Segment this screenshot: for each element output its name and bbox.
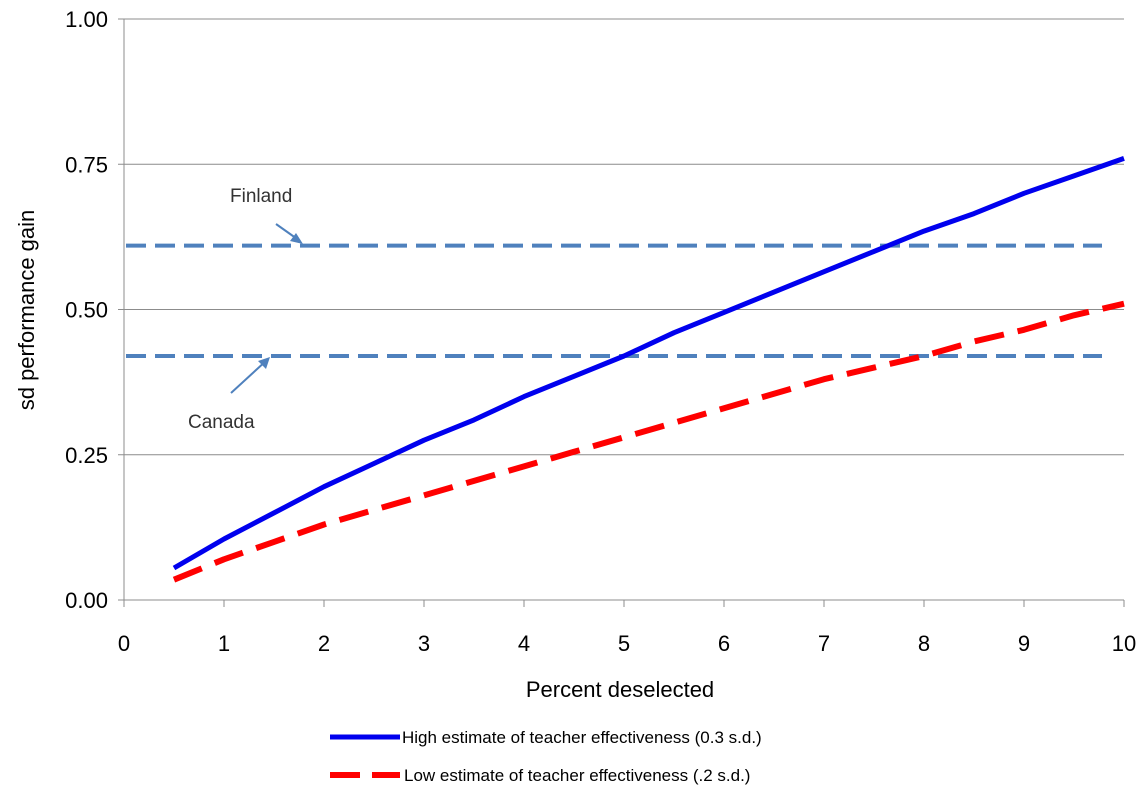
x-tick-label-3: 3 (418, 631, 430, 656)
finland-arrowhead-icon (290, 233, 303, 244)
x-tick-label-1: 1 (218, 631, 230, 656)
x-tick-label-7: 7 (818, 631, 830, 656)
x-tick-label-9: 9 (1018, 631, 1030, 656)
legend: High estimate of teacher effectiveness (… (330, 728, 762, 785)
y-tick-label-0: 0.00 (65, 588, 108, 613)
y-tick-label-4: 1.00 (65, 7, 108, 32)
y-axis-title: sd performance gain (14, 210, 39, 411)
series-line-high-estimate (172, 156, 1125, 571)
x-axis-title: Percent deselected (526, 677, 714, 702)
axes-layer (118, 18, 1125, 607)
grid-layer (124, 18, 1124, 456)
finland-annotation: Finland (230, 186, 303, 244)
series-line-low-estimate (172, 300, 1125, 583)
canada-arrowhead-icon (258, 357, 270, 369)
canada-label: Canada (188, 412, 255, 433)
y-tick-label-1: 0.25 (65, 443, 108, 468)
x-tick-label-5: 5 (618, 631, 630, 656)
x-tick-label-8: 8 (918, 631, 930, 656)
x-tick-label-0: 0 (118, 631, 130, 656)
legend-item-high: High estimate of teacher effectiveness (… (330, 728, 762, 747)
legend-label-high: High estimate of teacher effectiveness (… (402, 728, 762, 747)
x-tick-label-10: 10 (1112, 631, 1136, 656)
reference-lines-layer (126, 243, 1102, 358)
legend-item-low: Low estimate of teacher effectiveness (.… (330, 766, 750, 785)
x-tick-label-2: 2 (318, 631, 330, 656)
canada-annotation: Canada (188, 357, 270, 433)
x-tick-label-6: 6 (718, 631, 730, 656)
finland-label: Finland (230, 186, 292, 207)
series-layer (172, 156, 1125, 583)
tick-labels-layer: 0.00 0.25 0.50 0.75 1.00 0 1 2 3 4 5 6 7 8 9 10 (65, 7, 1136, 656)
y-tick-label-2: 0.50 (65, 298, 108, 323)
x-tick-label-4: 4 (518, 631, 530, 656)
canada-arrow-icon (230, 359, 268, 394)
legend-label-low: Low estimate of teacher effectiveness (.… (404, 766, 750, 785)
y-tick-label-3: 0.75 (65, 152, 108, 177)
